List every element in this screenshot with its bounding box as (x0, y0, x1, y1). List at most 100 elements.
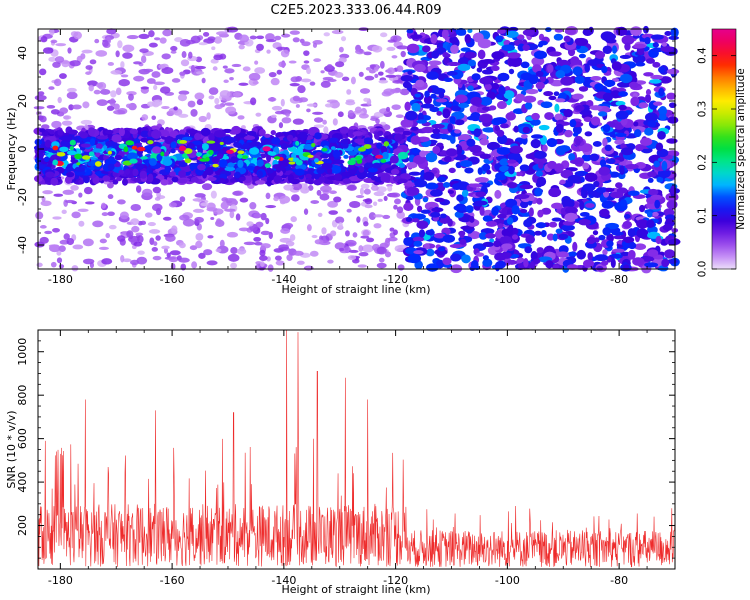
heatmap-cell (364, 147, 373, 154)
heatmap-cell (358, 165, 365, 173)
heatmap-cell (520, 134, 528, 139)
heatmap-cell (110, 70, 123, 75)
heatmap-cell (120, 74, 129, 78)
heatmap-cell (232, 92, 242, 97)
heatmap-peak-cell (107, 150, 112, 155)
heatmap-y-ticks: -40 -20 0 20 40 (16, 40, 675, 258)
heatmap-cell (658, 87, 665, 97)
heatmap-cell (144, 212, 153, 218)
heatmap-cell (153, 84, 158, 91)
heatmap-cell (555, 123, 564, 133)
heatmap-cell (201, 143, 209, 151)
heatmap-cell (179, 196, 186, 203)
heatmap-cell (223, 79, 229, 84)
heatmap-cell (384, 251, 391, 258)
heatmap-cell (508, 68, 515, 75)
heatmap-cell (58, 245, 66, 253)
heatmap-cell (440, 213, 447, 219)
heatmap-cell (171, 176, 179, 183)
heatmap-cell (548, 187, 562, 198)
heatmap-cell (101, 212, 109, 217)
heatmap-cell (523, 257, 529, 268)
snr-x-ticks: -180 -160 -140 -120 -100 -80 (48, 330, 676, 587)
heatmap-cell (406, 186, 420, 196)
heatmap-cell (34, 94, 47, 101)
heatmap-cell (37, 152, 44, 160)
heatmap-cell (37, 146, 46, 154)
heatmap-cell (147, 173, 154, 183)
heatmap-cell (553, 91, 560, 97)
heatmap-cell (572, 93, 584, 100)
heatmap-cell (327, 200, 339, 208)
heatmap-cell (404, 230, 410, 238)
heatmap-cell (474, 177, 489, 183)
heatmap-cell (62, 189, 75, 195)
heatmap-cell (376, 262, 387, 269)
heatmap-cell (130, 218, 140, 226)
heatmap-cell (39, 236, 49, 244)
heatmap-cell (418, 229, 426, 238)
heatmap-cell (406, 161, 418, 169)
heatmap-cell (85, 201, 95, 205)
heatmap-cell (292, 250, 304, 256)
heatmap-cell (589, 105, 603, 111)
heatmap-cell (190, 35, 201, 44)
heatmap-cell (387, 39, 396, 43)
heatmap-cell (668, 35, 680, 40)
heatmap-cell (438, 91, 445, 99)
heatmap-cell (280, 143, 289, 150)
heatmap-cell (421, 126, 435, 134)
snr-x-tick-label: -100 (495, 574, 520, 587)
heatmap-cell (155, 235, 161, 241)
heatmap-cell (292, 118, 304, 125)
heatmap-cell (394, 133, 403, 142)
heatmap-cell (187, 100, 196, 108)
heatmap-cell (121, 178, 129, 186)
heatmap-cell (497, 72, 510, 82)
heatmap-cell (459, 231, 465, 239)
heatmap-cell (323, 126, 329, 134)
heatmap-cell (611, 231, 624, 236)
heatmap-cell (109, 98, 116, 107)
heatmap-cell (458, 185, 467, 191)
heatmap-cell (52, 227, 60, 233)
heatmap-cell (190, 65, 196, 73)
heatmap-cell (298, 131, 309, 140)
heatmap-cell (442, 181, 451, 188)
heatmap-cell (258, 128, 266, 137)
heatmap-cell (370, 185, 379, 191)
heatmap-cell (496, 129, 505, 137)
heatmap-cell (45, 171, 55, 178)
heatmap-cell (236, 248, 247, 255)
heatmap-cell (652, 41, 659, 48)
heatmap-cell (400, 118, 414, 128)
heatmap-cell (49, 28, 55, 36)
heatmap-peak-cell (205, 156, 210, 162)
heatmap-cell (530, 251, 538, 261)
heatmap-cell (58, 264, 65, 269)
heatmap-cell (436, 142, 444, 147)
heatmap-cell (105, 141, 113, 147)
heatmap-cell (138, 33, 150, 39)
heatmap-cell (216, 31, 228, 36)
heatmap-cell (495, 35, 504, 43)
heatmap-cell (265, 204, 277, 209)
heatmap-cell (485, 221, 498, 227)
heatmap-cell (82, 238, 94, 247)
heatmap-cell (345, 230, 350, 237)
heatmap-cell (656, 176, 664, 183)
heatmap-cell (454, 129, 461, 134)
heatmap-cell (451, 105, 461, 112)
heatmap-cell (249, 35, 257, 40)
heatmap-cell (65, 171, 75, 178)
heatmap-cell (468, 183, 483, 188)
heatmap-cell (208, 87, 219, 95)
heatmap-cell (207, 176, 217, 182)
heatmap-cell (93, 89, 101, 95)
heatmap-cell (307, 167, 316, 176)
heatmap-cell (148, 30, 155, 38)
heatmap-cell (459, 238, 467, 245)
heatmap-cell (404, 101, 411, 111)
heatmap-cell (531, 112, 540, 121)
